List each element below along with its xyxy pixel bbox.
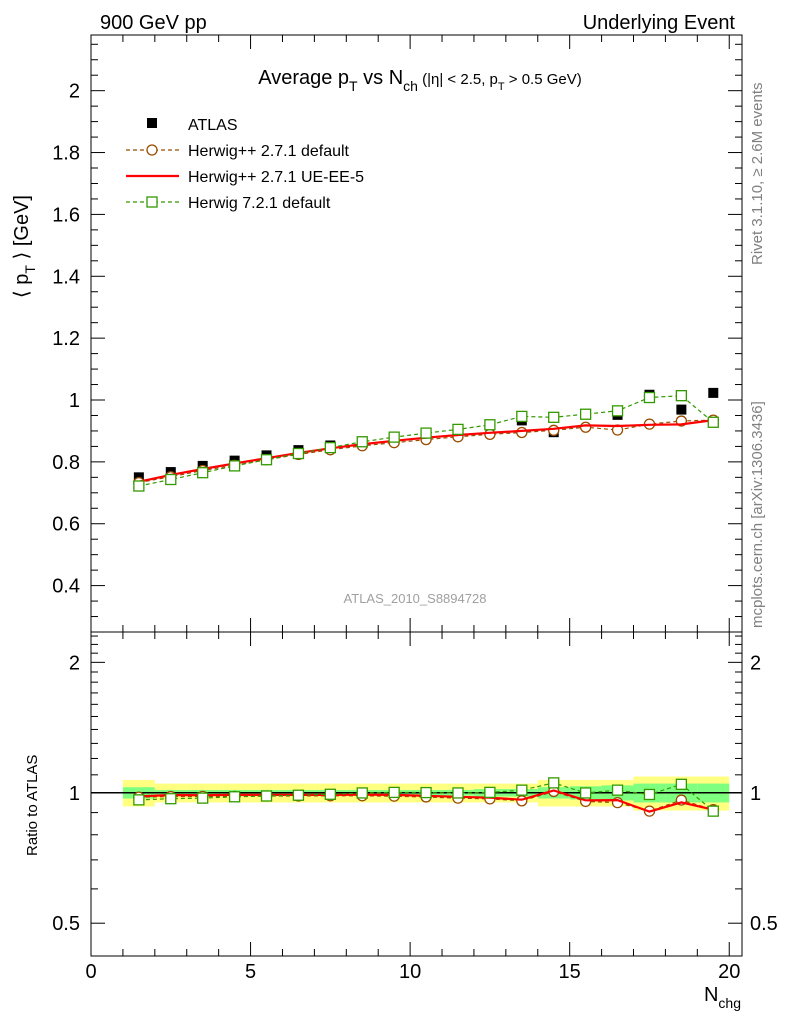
- ratio-herwigpp-default-point: [516, 795, 528, 807]
- main-series-layer: [133, 387, 719, 492]
- ratio-y-tick-labels: 0.5 0.5 1 1 2 2: [52, 652, 778, 935]
- x-tick-label: 5: [245, 961, 256, 983]
- main-herwig7-default-point: [707, 416, 719, 428]
- main-herwigpp-default-point: [548, 424, 560, 436]
- legend-atlas-label: ATLAS: [188, 117, 238, 134]
- ratio-y-tick-label: 1: [69, 783, 80, 805]
- ratio-herwig7-default-point: [548, 777, 560, 789]
- rivet-version-label: Rivet 3.1.10, ≥ 2.6M events: [749, 83, 766, 266]
- main-y-tick-label: 0.8: [52, 452, 80, 474]
- main-panel: 0.4 0.6 0.8 1 1.2 1.4 1.6 1.8 2 Average pT vs Nc…: [11, 34, 743, 633]
- legend-atlas-marker: [147, 118, 157, 128]
- main-herwig7-default-point: [228, 460, 241, 472]
- main-y-tick-labels: 0.4 0.6 0.8 1 1.2 1.4 1.6 1.8 2: [52, 81, 80, 598]
- main-herwig7-default-point: [260, 454, 273, 466]
- main-y-tick-label: 1.8: [52, 143, 80, 165]
- x-tick-label: 20: [718, 961, 740, 983]
- ratio-herwig7-default-point: [707, 805, 719, 817]
- legend-herwig7-default-marker: [146, 196, 158, 208]
- ratio-herwig7-default-point: [388, 786, 400, 799]
- ratio-herwig7-default-point: [292, 789, 305, 801]
- x-tick-label: 15: [559, 961, 581, 983]
- ratio-y-tick-label-right: 1: [750, 783, 761, 805]
- ratio-panel: 0.5 0.5 1 1 2 2 0 5 10 15 20 Ratio to ATLAS Nchg: [24, 631, 778, 1011]
- main-y-tick-label: 1: [69, 390, 80, 412]
- main-herwig7-default-point: [611, 405, 624, 417]
- ratio-herwig7-default-point: [611, 784, 624, 796]
- ratio-y-tick-label: 2: [69, 652, 80, 674]
- main-herwig7-default-point: [133, 480, 145, 492]
- ratio-herwig7-default-point: [324, 788, 336, 800]
- x-axis-label: Nchg: [704, 984, 741, 1011]
- main-herwig7-default-point: [356, 436, 368, 448]
- ratio-x-tick-labels: 0 5 10 15 20: [85, 961, 740, 983]
- legend-herwigpp-ueee5-label: Herwig++ 2.7.1 UE-EE-5: [188, 169, 364, 186]
- main-herwig7-default-point: [197, 467, 209, 479]
- main-y-tick-label: 0.6: [52, 514, 80, 536]
- header-left: 900 GeV pp: [100, 12, 207, 34]
- main-herwig7-default-point: [452, 423, 464, 436]
- legend: ATLAS Herwig++ 2.7.1 default Herwig++ 2.…: [126, 117, 364, 212]
- ratio-herwig7-default-point: [260, 790, 273, 802]
- main-axis-ticks: [90, 35, 742, 633]
- ratio-herwig7-default-point: [420, 786, 432, 799]
- main-herwig7-default-point: [388, 431, 400, 443]
- x-tick-label: 10: [399, 961, 421, 983]
- ratio-y-axis-label: Ratio to ATLAS: [24, 755, 41, 856]
- main-y-tick-label: 1.6: [52, 204, 80, 226]
- main-herwig7-default-point: [675, 390, 688, 402]
- ratio-y-tick-label-right: 0.5: [750, 913, 778, 935]
- ratio-herwig7-default-point: [356, 787, 368, 799]
- legend-herwig7-default-label: Herwig 7.2.1 default: [188, 195, 331, 212]
- main-herwig7-default-point: [579, 408, 592, 420]
- main-herwig7-default-point: [324, 441, 336, 454]
- main-y-axis-label: ⟨ pT ⟩ [GeV]: [11, 195, 38, 298]
- ratio-y-tick-label: 0.5: [52, 913, 80, 935]
- main-y-tick-label: 1.2: [52, 328, 80, 350]
- main-herwig7-default-point: [165, 473, 177, 486]
- legend-herwigpp-default-label: Herwig++ 2.7.1 default: [188, 143, 350, 160]
- header-right: Underlying Event: [583, 12, 736, 34]
- main-atlas-point: [708, 387, 719, 398]
- ratio-axis-ticks: [90, 632, 742, 956]
- ratio-series-layer: [133, 777, 719, 817]
- main-herwig7-default-point: [516, 410, 528, 423]
- main-y-tick-label: 0.4: [52, 576, 80, 598]
- ratio-herwig7-default-point: [133, 794, 145, 806]
- analysis-watermark: ATLAS_2010_S8894728: [344, 591, 487, 606]
- x-tick-label: 0: [85, 961, 96, 983]
- main-y-tick-label: 2: [69, 81, 80, 103]
- main-herwig7-default-point: [484, 419, 496, 431]
- main-herwigpp-default-point: [579, 421, 592, 433]
- mcplots-credit-label: mcplots.cern.ch [arXiv:1306.3436]: [749, 401, 766, 628]
- ratio-herwig7-default-point: [643, 788, 656, 801]
- ratio-herwig7-default-point: [484, 786, 496, 799]
- main-atlas-point: [676, 404, 687, 415]
- ratio-herwig7-default-point: [165, 793, 177, 805]
- ratio-herwig7-default-point: [516, 784, 528, 796]
- ratio-herwig7-default-point: [675, 778, 688, 790]
- main-herwigpp-default-point: [516, 426, 528, 439]
- ratio-plot-frame: [90, 631, 743, 957]
- main-herwigpp-default-point: [484, 428, 496, 440]
- main-herwig7-default-point: [548, 411, 560, 423]
- ratio-y-tick-label-right: 2: [750, 652, 761, 674]
- main-herwig7-default-point: [420, 427, 432, 439]
- ratio-herwig7-default-point: [197, 792, 209, 804]
- main-herwig7-default-point: [643, 391, 656, 404]
- main-y-tick-label: 1.4: [52, 266, 80, 288]
- ratio-herwig7-default-point: [452, 787, 464, 799]
- ratio-herwig7-default-point: [228, 791, 241, 803]
- main-herwig7-default-point: [292, 447, 305, 460]
- ratio-herwig7-default-point: [579, 787, 592, 799]
- legend-herwigpp-default-marker: [146, 144, 158, 156]
- main-title: Average pT vs Nch (|η| < 2.5, pT > 0.5 G…: [258, 67, 582, 94]
